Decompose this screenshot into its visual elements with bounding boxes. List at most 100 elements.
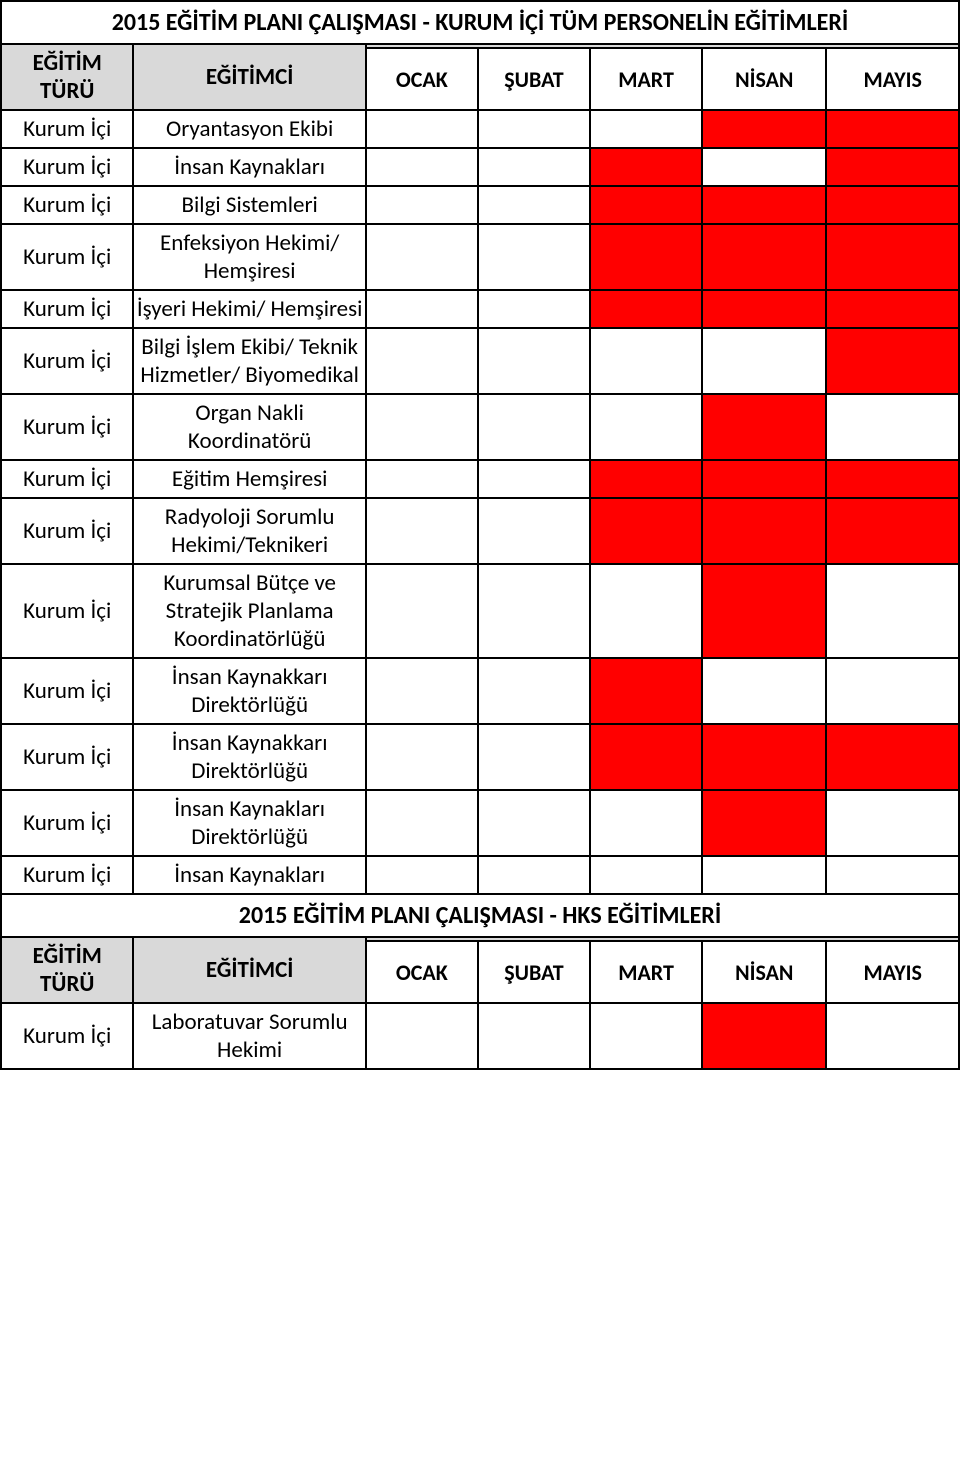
table-row: Kurum İçiİnsan Kaynakları Direktörlüğü [1,790,959,856]
schedule-cell [702,186,826,224]
cell-type: Kurum İçi [1,1003,133,1069]
schedule-cell [478,658,590,724]
schedule-cell [826,790,959,856]
table-row: Kurum İçiOrgan Nakli Koordinatörü [1,394,959,460]
cell-trainer: Bilgi Sistemleri [133,186,365,224]
cell-trainer: İnsan Kaynakları Direktörlüğü [133,790,365,856]
schedule-cell [478,460,590,498]
schedule-cell [478,110,590,148]
schedule-cell [590,658,702,724]
schedule-cell [478,186,590,224]
schedule-cell [702,394,826,460]
cell-trainer: Organ Nakli Koordinatörü [133,394,365,460]
schedule-cell [702,658,826,724]
schedule-cell [702,1003,826,1069]
schedule-cell [590,460,702,498]
section-title: 2015 EĞİTİM PLANI ÇALIŞMASI - KURUM İÇİ … [1,1,959,44]
schedule-cell [478,856,590,894]
header-month: MAYIS [826,941,959,1003]
cell-type: Kurum İçi [1,186,133,224]
schedule-cell [366,460,478,498]
cell-trainer: İnsan Kaynakkarı Direktörlüğü [133,724,365,790]
cell-type: Kurum İçi [1,790,133,856]
schedule-cell [826,856,959,894]
schedule-cell [702,498,826,564]
cell-type: Kurum İçi [1,148,133,186]
schedule-cell [478,148,590,186]
schedule-cell [826,658,959,724]
table-row: Kurum İçiİnsan Kaynakları [1,856,959,894]
schedule-cell [826,148,959,186]
schedule-cell [478,564,590,658]
schedule-cell [366,790,478,856]
schedule-cell [702,148,826,186]
table-row: Kurum İçiİnsan Kaynakkarı Direktörlüğü [1,724,959,790]
schedule-cell [366,658,478,724]
header-month: ŞUBAT [478,48,590,110]
schedule-cell [366,148,478,186]
schedule-cell [826,460,959,498]
schedule-cell [702,564,826,658]
cell-type: Kurum İçi [1,724,133,790]
cell-type: Kurum İçi [1,110,133,148]
header-month: NİSAN [702,941,826,1003]
cell-trainer: İşyeri Hekimi/ Hemşiresi [133,290,365,328]
header-month: ŞUBAT [478,941,590,1003]
table-row: Kurum İçiEğitim Hemşiresi [1,460,959,498]
schedule-cell [826,564,959,658]
schedule-cell [590,856,702,894]
schedule-cell [366,224,478,290]
schedule-cell [702,110,826,148]
schedule-cell [478,790,590,856]
cell-type: Kurum İçi [1,658,133,724]
header-type: EĞİTİM TÜRÜ [1,937,133,1003]
schedule-cell [826,1003,959,1069]
schedule-cell [826,186,959,224]
table-row: Kurum İçiEnfeksiyon Hekimi/ Hemşiresi [1,224,959,290]
schedule-cell [590,290,702,328]
schedule-cell [590,148,702,186]
cell-type: Kurum İçi [1,328,133,394]
schedule-cell [826,290,959,328]
schedule-cell [590,498,702,564]
schedule-cell [826,498,959,564]
header-trainer: EĞİTİMCİ [133,44,365,110]
schedule-cell [478,724,590,790]
cell-type: Kurum İçi [1,856,133,894]
header-type: EĞİTİM TÜRÜ [1,44,133,110]
cell-trainer: Bilgi İşlem Ekibi/ Teknik Hizmetler/ Biy… [133,328,365,394]
cell-trainer: Radyoloji Sorumlu Hekimi/Teknikeri [133,498,365,564]
schedule-cell [826,328,959,394]
schedule-cell [590,186,702,224]
table-row: Kurum İçiLaboratuvar Sorumlu Hekimi [1,1003,959,1069]
header-trainer: EĞİTİMCİ [133,937,365,1003]
table-row: Kurum İçiOryantasyon Ekibi [1,110,959,148]
section-title: 2015 EĞİTİM PLANI ÇALIŞMASI - HKS EĞİTİM… [1,894,959,937]
schedule-cell [826,110,959,148]
schedule-cell [478,290,590,328]
schedule-cell [702,856,826,894]
cell-trainer: İnsan Kaynakları [133,148,365,186]
schedule-cell [702,724,826,790]
schedule-cell [702,328,826,394]
header-month: MAYIS [826,48,959,110]
schedule-cell [366,328,478,394]
schedule-cell [826,224,959,290]
cell-trainer: Kurumsal Bütçe ve Stratejik Planlama Koo… [133,564,365,658]
schedule-cell [366,498,478,564]
section-title-row: 2015 EĞİTİM PLANI ÇALIŞMASI - KURUM İÇİ … [1,1,959,44]
schedule-cell [702,224,826,290]
cell-trainer: Oryantasyon Ekibi [133,110,365,148]
schedule-cell [366,724,478,790]
schedule-cell [702,460,826,498]
cell-type: Kurum İçi [1,460,133,498]
schedule-cell [590,724,702,790]
header-month: OCAK [366,48,478,110]
schedule-cell [590,564,702,658]
cell-trainer: İnsan Kaynakları [133,856,365,894]
header-month: NİSAN [702,48,826,110]
cell-trainer: Laboratuvar Sorumlu Hekimi [133,1003,365,1069]
cell-trainer: Enfeksiyon Hekimi/ Hemşiresi [133,224,365,290]
header-month: MART [590,48,702,110]
section-title-row: 2015 EĞİTİM PLANI ÇALIŞMASI - HKS EĞİTİM… [1,894,959,937]
